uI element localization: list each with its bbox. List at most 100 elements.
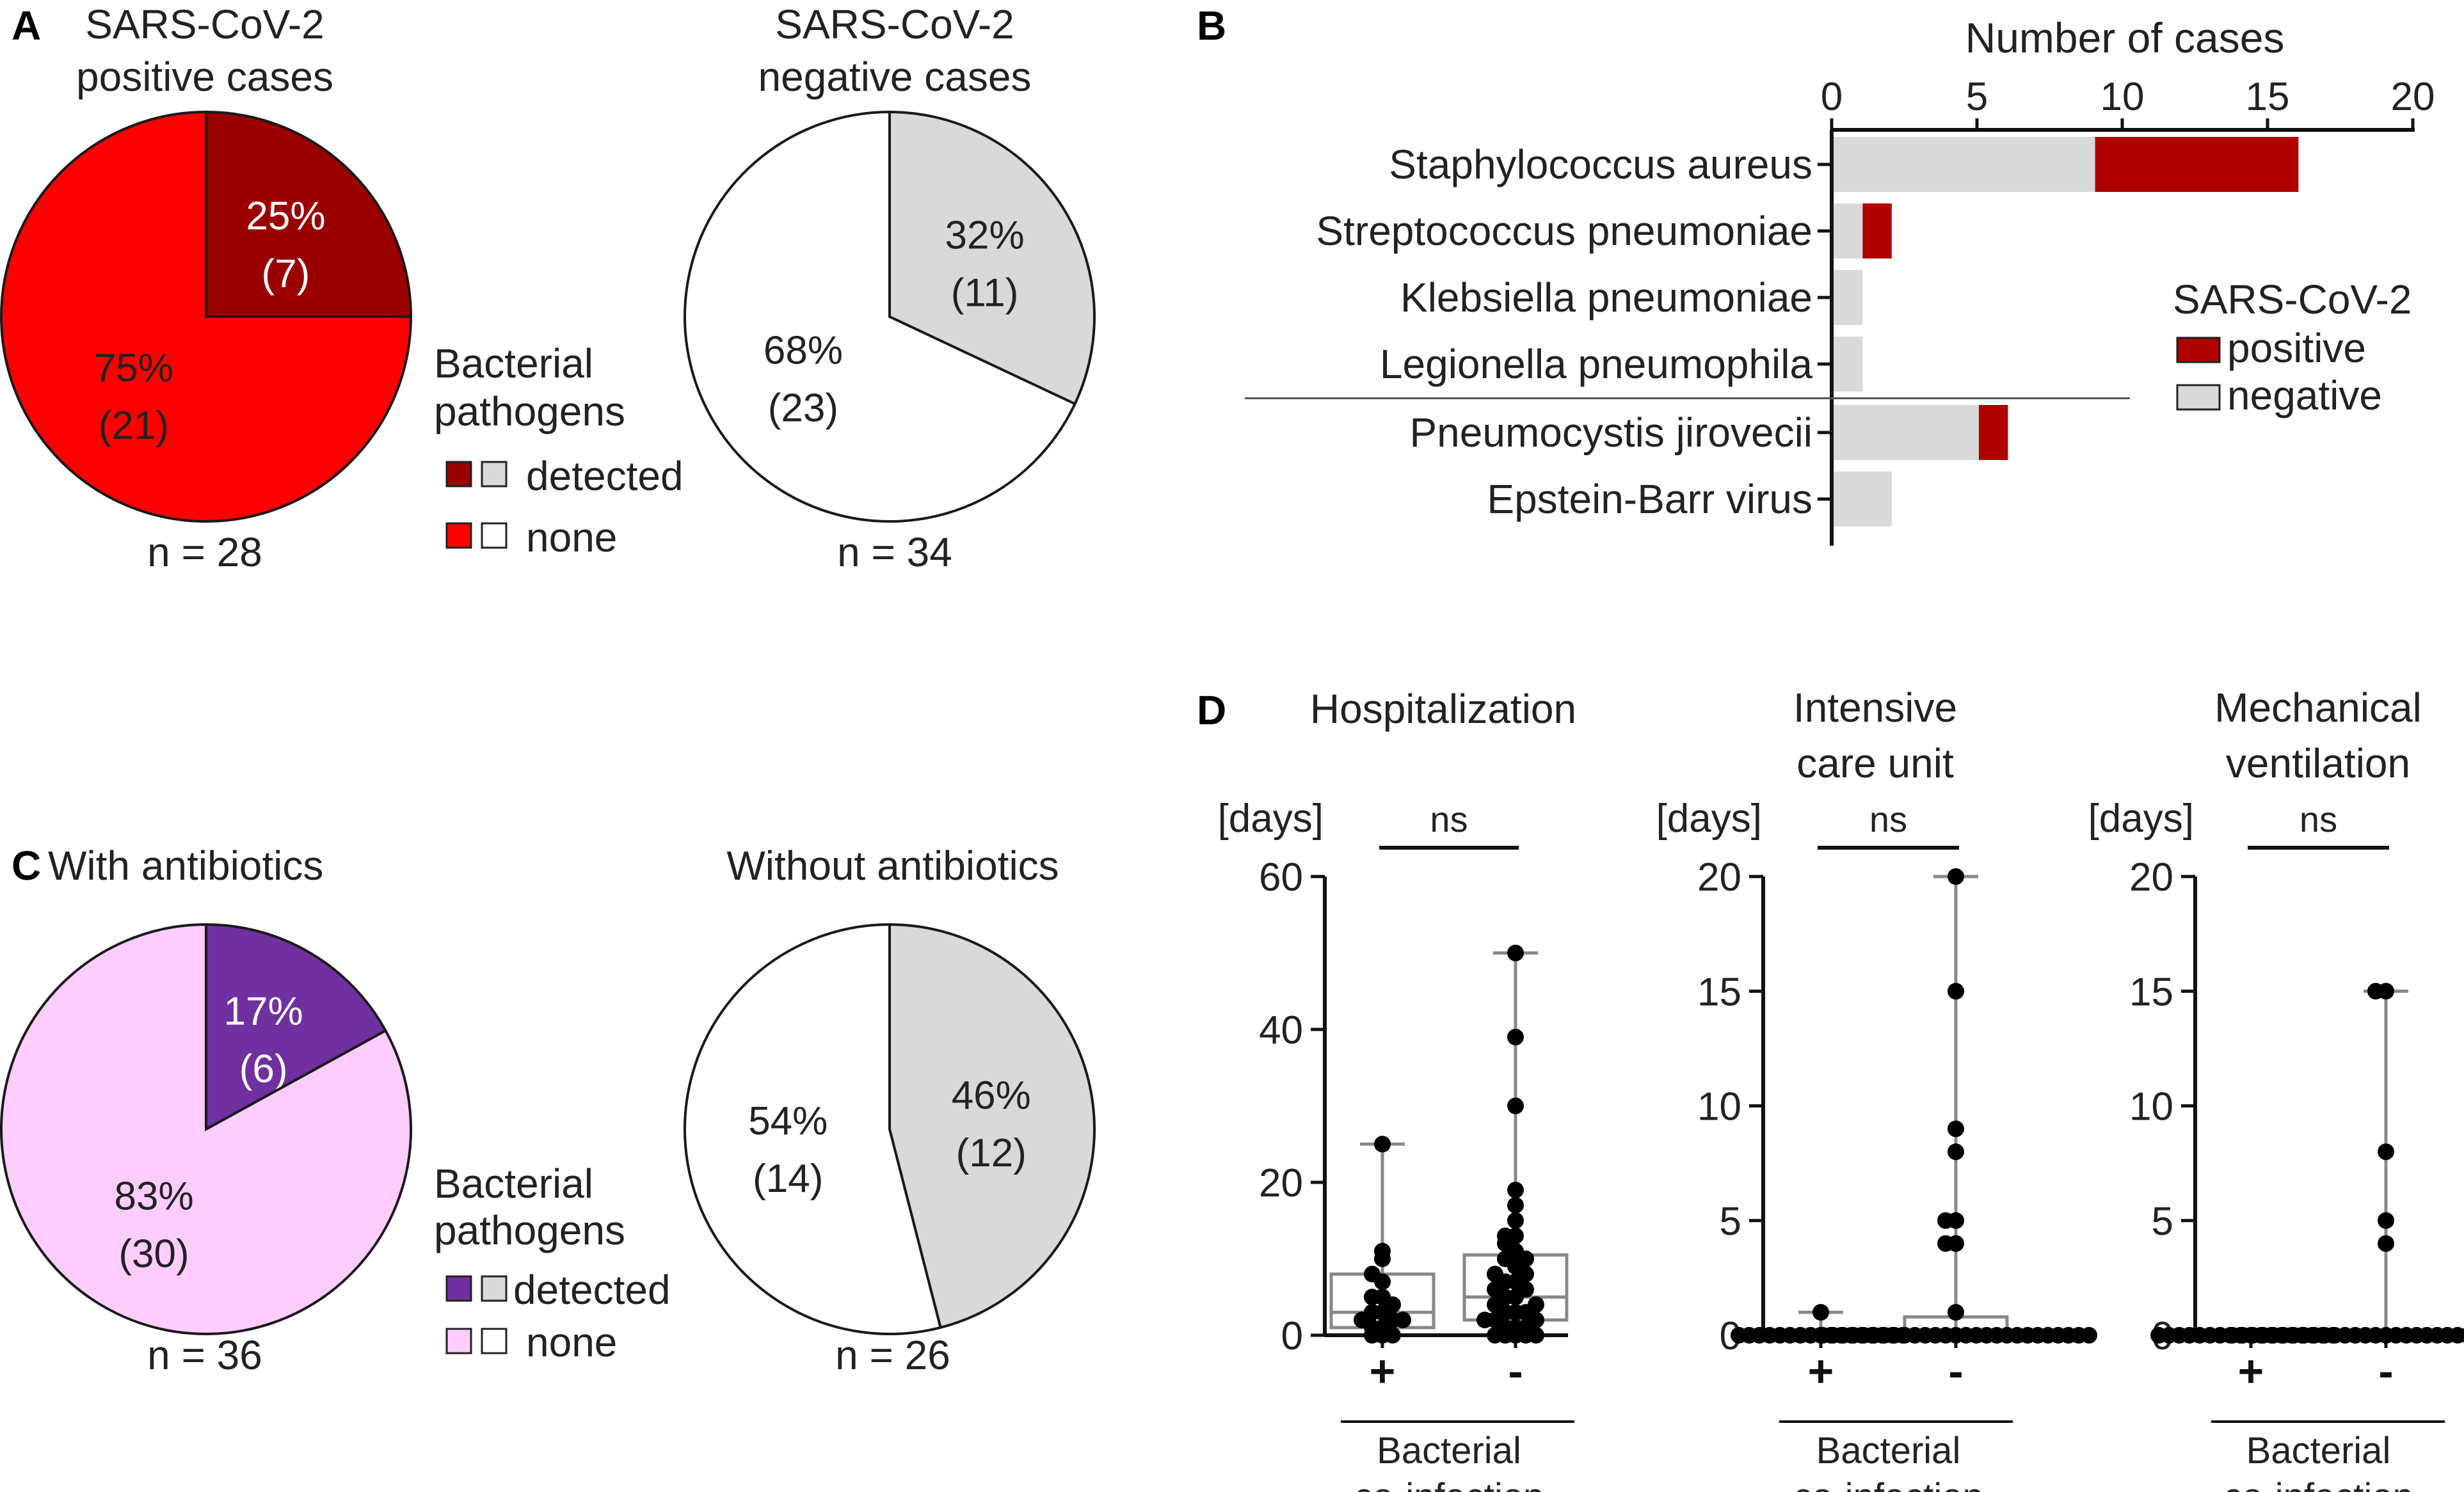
dotplot-hospitalization: Hospitalization [days] ns 0 20 40 60 + - Bacteria… — [1218, 686, 1577, 1492]
hosp-data-point — [1364, 1266, 1380, 1283]
pie-with-antibiotics: 17% (6) 83% (30) — [0, 923, 412, 1335]
legend-c-swatch-abx-none — [445, 1328, 472, 1354]
legend-panel-a: Bacterial pathogens detected none — [434, 340, 684, 560]
icu-data-point — [1948, 1120, 1964, 1138]
bar-negative — [1834, 337, 1863, 392]
pie-neg-title-line2: negative cases — [758, 54, 1032, 100]
mv-group-label-minus: - — [2378, 1346, 2393, 1396]
icu-xlabel-line1: Bacterial — [1816, 1430, 1961, 1472]
pie-without-label-count-detected: (12) — [956, 1131, 1027, 1175]
pie-neg-label-percent-detected: 32% — [945, 214, 1025, 258]
hosp-y-tick-label: 20 — [1259, 1161, 1303, 1205]
mv-title-line2: ventilation — [2226, 740, 2410, 786]
bar-positive — [1862, 203, 1892, 258]
icu-data-point — [2081, 1327, 2097, 1344]
icu-y-tick-label: 15 — [1697, 970, 1741, 1014]
mv-y-tick-label: 15 — [2129, 970, 2173, 1014]
icu-data-point — [1948, 983, 1964, 1000]
pie-neg-label-count-none: (23) — [768, 386, 838, 431]
legend-b-negative-label: negative — [2227, 372, 2382, 418]
mv-y-tick-label: 10 — [2129, 1085, 2173, 1129]
bar-x-tick-label: 0 — [1821, 75, 1843, 119]
pie-neg-n: n = 34 — [837, 529, 952, 575]
pie-neg-label-count-detected: (11) — [951, 271, 1019, 315]
mv-data-point — [2378, 1143, 2394, 1161]
legend-c-none-label: none — [526, 1319, 617, 1365]
icu-unit-label: [days] — [1656, 797, 1762, 841]
legend-b-swatch-negative — [2176, 384, 2221, 411]
hosp-data-point — [1507, 944, 1524, 962]
hosp-data-point — [1364, 1304, 1380, 1321]
bar-category-label: Staphylococcus aureus — [1389, 141, 1812, 187]
panel-d-letter: D — [1197, 687, 1226, 733]
icu-xlabel-line2: co-infection — [1793, 1476, 1983, 1492]
bar-axis-title: Number of cases — [1965, 14, 2285, 61]
panel-b-letter: B — [1197, 3, 1226, 49]
hosp-data-point — [1507, 1196, 1524, 1214]
pie-without-slice-detected — [888, 923, 1096, 1329]
pie-pos-slice-detected — [205, 110, 413, 318]
bar-category-label: Klebsiella pneumoniae — [1400, 274, 1812, 321]
hosp-unit-label: [days] — [1218, 797, 1324, 841]
hosp-y-tick-label: 0 — [1281, 1314, 1303, 1358]
hosp-group-label-minus: - — [1508, 1346, 1523, 1396]
legend-c-swatch-noabx-detected — [481, 1275, 508, 1302]
hosp-data-point — [1364, 1289, 1380, 1306]
pie-with-slice-detected — [205, 923, 388, 1132]
pie-without-n: n = 26 — [835, 1332, 950, 1378]
bar-x-tick-label: 5 — [1966, 75, 1988, 119]
panel-c-letter: C — [12, 843, 41, 889]
icu-data-point — [1937, 1235, 1954, 1252]
mv-data-point — [2449, 1327, 2464, 1344]
legend-a-swatch-pos-detected — [445, 461, 472, 488]
hosp-data-point — [1507, 1181, 1524, 1198]
icu-data-point — [1948, 1143, 1964, 1161]
legend-a-none-label: none — [526, 514, 617, 560]
bar-positive — [2095, 137, 2299, 192]
icu-data-point — [1731, 1327, 1747, 1344]
legend-a-title-line1: Bacterial — [434, 340, 593, 386]
mv-title-line1: Mechanical — [2214, 685, 2422, 731]
icu-y-tick-label: 10 — [1697, 1085, 1741, 1129]
hosp-title-line1: Hospitalization — [1310, 686, 1576, 732]
hosp-data-point — [1507, 1212, 1524, 1229]
icu-ns-label: ns — [1869, 799, 1907, 839]
icu-data-point — [1948, 868, 1964, 885]
mv-group-label-plus: + — [2238, 1346, 2264, 1396]
pie-pos-slice-none — [0, 110, 413, 523]
hosp-data-point — [1507, 1097, 1524, 1115]
mv-xlabel-line1: Bacterial — [2246, 1430, 2391, 1472]
mv-data-point — [2150, 1327, 2167, 1344]
bar-x-tick-label: 20 — [2391, 75, 2435, 119]
pie-without-label-percent-detected: 46% — [952, 1074, 1031, 1118]
legend-c-title-line1: Bacterial — [434, 1161, 593, 1207]
icu-data-point — [1814, 1327, 1831, 1344]
legend-c-title-line2: pathogens — [434, 1207, 625, 1253]
legend-a-swatch-neg-detected — [481, 461, 508, 488]
bar-negative — [1834, 405, 1979, 460]
pie-without-title: Without antibiotics — [726, 843, 1059, 889]
legend-a-swatch-pos-none — [445, 522, 472, 549]
icu-group-label-minus: - — [1948, 1346, 1963, 1396]
bar-negative — [1834, 203, 1863, 258]
legend-a-detected-label: detected — [526, 453, 684, 499]
pie-with-n: n = 36 — [147, 1332, 262, 1378]
legend-c-swatch-noabx-none — [481, 1328, 508, 1354]
pie-with-label-percent-none: 83% — [115, 1175, 194, 1219]
legend-b-swatch-positive — [2176, 337, 2221, 363]
pie-sars-positive: 25% (7) 75% (21) — [0, 110, 413, 523]
pie-pos-label-count-none: (21) — [99, 404, 169, 448]
pie-sars-negative: 32% (11) 68% (23) — [684, 110, 1096, 523]
icu-data-point — [1937, 1212, 1954, 1229]
bar-x-tick-label: 10 — [2100, 75, 2145, 119]
icu-group-label-plus: + — [1808, 1346, 1834, 1396]
legend-panel-c: Bacterial pathogens detected none — [434, 1161, 671, 1365]
pie-without-slice-none — [684, 923, 943, 1335]
mv-ns-label: ns — [2300, 799, 2337, 839]
mv-data-point — [2460, 1328, 2464, 1343]
legend-c-detected-label: detected — [513, 1267, 671, 1313]
pie-neg-title-line1: SARS-CoV-2 — [775, 1, 1014, 47]
icu-title-line2: care unit — [1796, 740, 1954, 786]
hosp-data-point — [1395, 1312, 1411, 1329]
